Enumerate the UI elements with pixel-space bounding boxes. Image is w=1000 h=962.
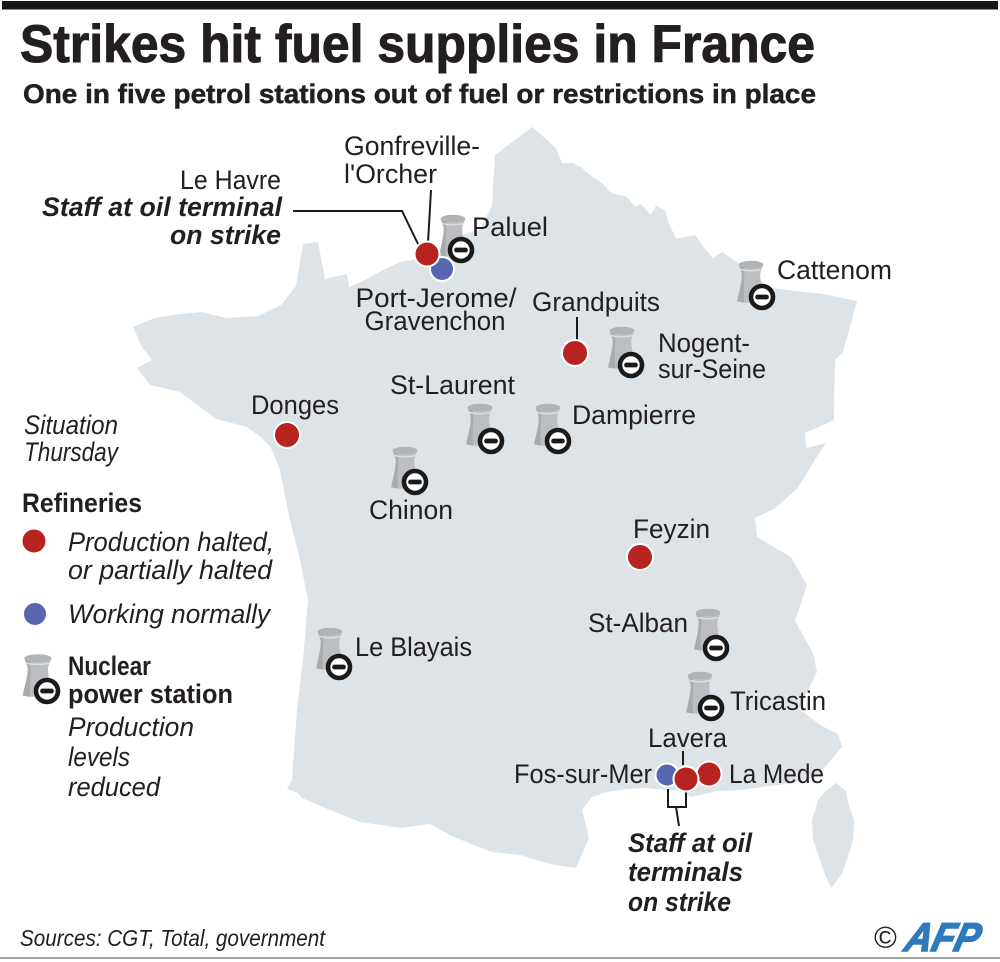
svg-text:La Mede: La Mede bbox=[729, 759, 824, 789]
svg-text:on strike: on strike bbox=[170, 220, 281, 250]
svg-text:Production: Production bbox=[68, 712, 194, 742]
svg-text:levels: levels bbox=[68, 742, 130, 772]
svg-text:on strike: on strike bbox=[628, 887, 731, 917]
svg-text:Grandpuits: Grandpuits bbox=[532, 287, 660, 317]
svg-text:Fos-sur-Mer: Fos-sur-Mer bbox=[514, 759, 652, 789]
svg-text:Gonfreville-: Gonfreville- bbox=[344, 131, 480, 161]
svg-text:St-Laurent: St-Laurent bbox=[390, 370, 515, 400]
svg-text:Le Blayais: Le Blayais bbox=[355, 632, 472, 662]
svg-text:Staff at oil: Staff at oil bbox=[628, 828, 752, 858]
svg-text:©: © bbox=[874, 920, 897, 955]
svg-text:Situation: Situation bbox=[24, 410, 118, 440]
svg-text:terminals: terminals bbox=[628, 857, 743, 887]
svg-text:Port-Jerome/: Port-Jerome/ bbox=[356, 283, 518, 313]
svg-text:Thursday: Thursday bbox=[24, 437, 119, 467]
svg-text:Production halted,: Production halted, bbox=[68, 527, 274, 557]
svg-text:St-Alban: St-Alban bbox=[588, 608, 688, 638]
svg-text:reduced: reduced bbox=[68, 772, 161, 802]
svg-text:Chinon: Chinon bbox=[369, 495, 453, 525]
svg-text:Le Havre: Le Havre bbox=[180, 165, 281, 195]
svg-text:Cattenom: Cattenom bbox=[777, 255, 892, 285]
svg-text:AFP: AFP bbox=[900, 915, 987, 960]
svg-text:sur-Seine: sur-Seine bbox=[658, 354, 766, 384]
svg-text:Nogent-: Nogent- bbox=[658, 328, 750, 358]
svg-text:One in five petrol stations ou: One in five petrol stations out of fuel … bbox=[23, 79, 816, 109]
svg-text:Feyzin: Feyzin bbox=[633, 514, 710, 544]
svg-text:l'Orcher: l'Orcher bbox=[344, 159, 437, 189]
svg-text:Working normally: Working normally bbox=[68, 599, 271, 629]
svg-text:Lavera: Lavera bbox=[648, 723, 728, 753]
svg-text:Sources: CGT, Total, governmen: Sources: CGT, Total, government bbox=[20, 925, 326, 951]
svg-text:Gravenchon: Gravenchon bbox=[365, 306, 506, 336]
svg-text:Nuclear: Nuclear bbox=[68, 651, 151, 681]
svg-text:Tricastin: Tricastin bbox=[730, 686, 826, 716]
svg-text:or partially halted: or partially halted bbox=[68, 555, 273, 585]
svg-text:Dampierre: Dampierre bbox=[572, 400, 696, 430]
svg-text:Donges: Donges bbox=[251, 390, 339, 420]
svg-text:Refineries: Refineries bbox=[22, 488, 142, 518]
svg-text:Paluel: Paluel bbox=[472, 212, 548, 242]
svg-text:power station: power station bbox=[68, 679, 233, 709]
svg-text:Strikes hit fuel supplies in F: Strikes hit fuel supplies in France bbox=[20, 15, 815, 74]
svg-text:Staff at oil terminal: Staff at oil terminal bbox=[42, 192, 282, 222]
